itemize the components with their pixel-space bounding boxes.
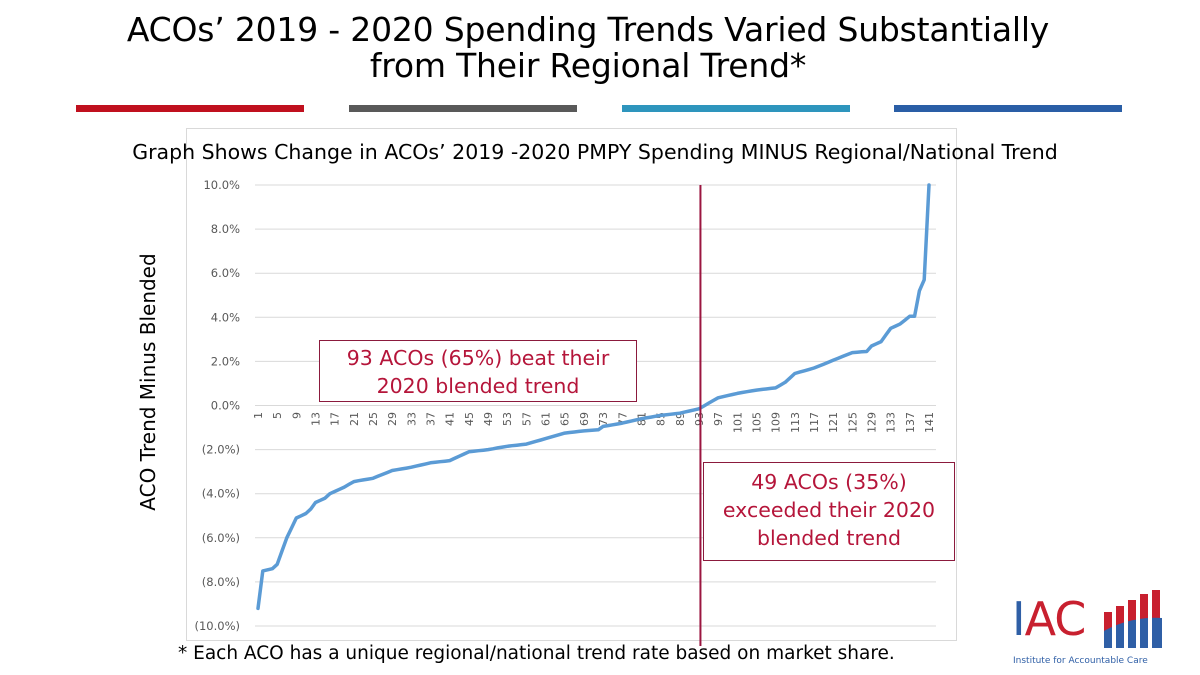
accent-bar-red <box>76 105 304 112</box>
x-tick-label: 129 <box>865 412 878 433</box>
accent-bar-teal <box>622 105 850 112</box>
x-tick-label: 69 <box>578 412 591 426</box>
x-tick-label: 141 <box>923 412 936 433</box>
x-tick-label: 41 <box>444 412 457 426</box>
x-tick-label: 37 <box>425 412 438 426</box>
callout-beat-line1: 93 ACOs (65%) beat their <box>346 346 610 370</box>
footnote: * Each ACO has a unique regional/nationa… <box>178 643 895 664</box>
chart-title: Graph Shows Change in ACOs’ 2019 -2020 P… <box>132 140 1058 164</box>
y-tick-label: 8.0% <box>211 222 240 236</box>
y-tick-labels: 10.0% 8.0% 6.0% 4.0% 2.0% 0.0% (2.0%) (4.0%) (6.… <box>194 178 240 633</box>
x-tick-label: 113 <box>789 412 802 433</box>
x-tick-label: 125 <box>846 412 859 433</box>
x-tick-label: 89 <box>674 412 687 426</box>
x-tick-label: 17 <box>329 412 342 426</box>
chart-frame <box>186 128 957 641</box>
slide-title-line2: from Their Regional Trend* <box>369 46 807 85</box>
y-axis-label: ACO Trend Minus Blended <box>136 253 160 511</box>
logo-wordmark: IAC <box>1012 596 1086 642</box>
x-tick-label: 117 <box>808 412 821 433</box>
x-tick-label: 45 <box>463 412 476 426</box>
accent-bar-gray <box>349 105 577 112</box>
y-tick-label: 10.0% <box>203 178 240 192</box>
x-tick-label: 9 <box>290 412 303 419</box>
x-tick-label: 53 <box>501 412 514 426</box>
callout-beat-line2: 2020 blended trend <box>376 374 580 398</box>
y-tick-label: (8.0%) <box>202 575 240 589</box>
y-tick-label: 4.0% <box>211 310 240 324</box>
x-tick-label: 57 <box>520 412 533 426</box>
x-tick-label: 61 <box>540 412 553 426</box>
x-tick-label: 109 <box>770 412 783 433</box>
y-tick-label: 6.0% <box>211 266 240 280</box>
x-tick-label: 49 <box>482 412 495 426</box>
x-tick-label: 73 <box>597 412 610 426</box>
x-tick-label: 65 <box>559 412 572 426</box>
x-tick-label: 29 <box>386 412 399 426</box>
x-tick-label: 13 <box>310 412 323 426</box>
series-line <box>256 183 931 611</box>
gridlines <box>255 184 936 627</box>
y-tick-label: 0.0% <box>211 399 240 413</box>
x-tick-label: 101 <box>731 412 744 433</box>
bar-chart-logo-icon <box>1100 590 1162 650</box>
x-tick-label: 5 <box>271 412 284 419</box>
x-tick-label: 33 <box>405 412 418 426</box>
logo-letter-i: I <box>1012 592 1026 646</box>
data-points <box>257 184 930 609</box>
callout-exceed-line2: exceeded their 2020 <box>722 498 936 522</box>
callout-exceed-line1: 49 ACOs (35%) <box>751 470 907 494</box>
logo-letters-ac: AC <box>1024 592 1087 646</box>
x-tick-label: 97 <box>712 412 725 426</box>
callout-exceed-line3: blended trend <box>756 526 902 550</box>
y-tick-label: (6.0%) <box>202 531 240 545</box>
accent-bar-blue <box>894 105 1122 112</box>
x-tick-label: 121 <box>827 412 840 433</box>
x-tick-label: 133 <box>885 412 898 433</box>
x-tick-label: 137 <box>904 412 917 433</box>
y-tick-label: (10.0%) <box>194 619 240 633</box>
x-tick-labels: 1 5 9 13 17 21 25 29 33 37 41 45 49 53 57 61 65 69 73 77 81 8… <box>252 412 936 433</box>
logo-tagline: Institute for Accountable Care <box>1013 656 1148 666</box>
slide-title: ACOs’ 2019 - 2020 Spending Trends Varied… <box>0 12 1176 84</box>
x-tick-label: 25 <box>367 412 380 426</box>
slide-title-line1: ACOs’ 2019 - 2020 Spending Trends Varied… <box>126 10 1050 49</box>
x-tick-label: 1 <box>252 412 265 419</box>
y-tick-label: (4.0%) <box>202 487 240 501</box>
y-tick-label: 2.0% <box>211 354 240 368</box>
callout-beat-trend: 93 ACOs (65%) beat their 2020 blended tr… <box>319 340 637 402</box>
y-tick-label: (2.0%) <box>202 443 240 457</box>
x-tick-label: 105 <box>750 412 763 433</box>
callout-exceeded-trend: 49 ACOs (35%) exceeded their 2020 blende… <box>703 462 955 561</box>
x-tick-label: 21 <box>348 412 361 426</box>
